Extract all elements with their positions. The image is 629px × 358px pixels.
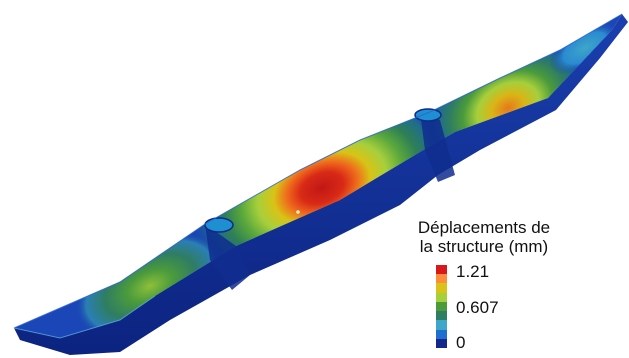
legend-title-line1: Déplacements de: [417, 218, 551, 237]
legend-swatch: [436, 329, 447, 339]
legend-swatch: [436, 311, 447, 321]
legend-tick-max: 1.21: [456, 262, 490, 281]
support-band-left: [205, 224, 250, 290]
color-legend: Déplacements de la structure (mm) 1.21 0…: [404, 218, 564, 358]
probe-marker: [296, 210, 300, 214]
legend-swatch: [436, 320, 447, 330]
support-band-right: [420, 112, 455, 182]
support-cap-left: [204, 217, 234, 233]
legend-title: Déplacements de la structure (mm): [404, 218, 564, 256]
legend-tick-min: 0: [456, 333, 466, 352]
support-cap-right: [414, 108, 442, 122]
legend-swatch: [436, 338, 447, 348]
legend-title-line2: la structure (mm): [419, 237, 549, 256]
legend-swatch: [436, 292, 447, 302]
legend-tick-mid: 0.607: [456, 298, 499, 317]
legend-swatch: [436, 283, 447, 293]
legend-swatch: [436, 301, 447, 312]
legend-colorbar: [436, 265, 447, 348]
legend-swatch: [436, 274, 447, 284]
legend-swatch: [436, 265, 447, 275]
